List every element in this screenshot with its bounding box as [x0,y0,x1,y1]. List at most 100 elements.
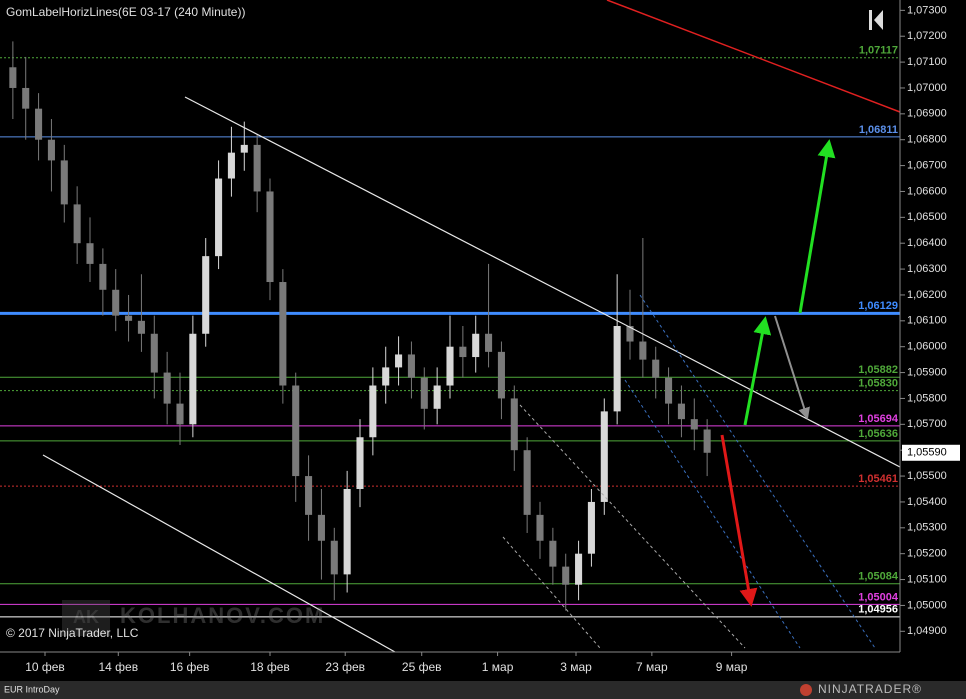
y-tick-label: 1,06200 [907,289,947,301]
level-label: 1,06129 [858,300,898,312]
y-tick-label: 1,06900 [907,108,947,120]
candle-body [227,152,235,179]
last-price-box [902,444,960,461]
y-tick-label: 1,07200 [907,30,947,42]
watermark-logo: AK [73,607,99,627]
candle-body [600,411,608,502]
candles [9,41,711,611]
trend-line [606,0,901,113]
candle-body [305,476,313,515]
level-label: 1,05461 [858,473,898,485]
y-tick-label: 1,07100 [907,56,947,68]
y-tick-label: 1,05700 [907,418,947,430]
y-tick-label: 1,07000 [907,82,947,94]
x-tick-label: 9 мар [716,660,748,674]
x-tick-label: 14 фев [98,660,138,674]
candle-body [240,144,248,153]
candle-body [292,385,300,477]
candle-body [497,351,505,399]
candle-body [60,160,68,205]
scroll-icon [869,10,883,30]
axes: 1,04900 1,05000 1,05100 1,05200 1,05300 1,054… [25,4,960,674]
footer-label: EUR IntroDay [4,684,60,694]
y-tick-label: 1,06700 [907,159,947,171]
candle-body [125,315,133,321]
level-label: 1,05694 [858,413,899,425]
candle-body [677,403,685,420]
candle-body [433,385,441,409]
y-tick-label: 1,05900 [907,366,947,378]
y-tick-label: 1,05500 [907,470,947,482]
x-tick-label: 23 фев [325,660,365,674]
chart-title: GomLabelHorizLines(6E 03-17 (240 Minute)… [6,5,245,19]
status-bar [0,681,966,699]
channel-line [502,536,601,649]
y-tick-label: 1,04900 [907,625,947,637]
x-tick-label: 10 фев [25,660,65,674]
y-tick-label: 1,06100 [907,315,947,327]
arrow [798,139,836,314]
candle-body [703,429,711,453]
arrow [720,434,758,607]
y-tick-label: 1,06400 [907,237,947,249]
candle-body [639,341,647,360]
level-label: 1,05004 [858,591,899,603]
candle-body [279,282,287,386]
level-label: 1,07117 [859,45,898,57]
watermark-logo-box [62,600,110,636]
y-tick-label: 1,05400 [907,496,947,508]
candle-body [459,346,467,358]
y-tick-label: 1,05000 [907,599,947,611]
candle-body [253,144,261,192]
candle-body [266,191,274,283]
x-tick-label: 3 мар [560,660,592,674]
candle-body [395,354,403,368]
y-tick-label: 1,05300 [907,522,947,534]
level-label: 1,05882 [858,364,898,376]
candle-body [575,553,583,585]
x-tick-label: 25 фев [402,660,442,674]
y-tick-label: 1,05100 [907,573,947,585]
x-tick-label: 1 мар [482,660,514,674]
candle-body [562,566,570,585]
trend-line [184,96,901,468]
candle-body [523,450,531,515]
level-label: 1,06811 [859,124,898,136]
channel-line [639,294,876,649]
brand: NINJATRADER® [818,682,922,696]
arrow [774,315,810,420]
level-label: 1,05636 [858,428,898,440]
drawings [42,0,901,653]
candle-body [163,372,171,404]
candle-body [9,67,17,88]
arrow [743,316,772,426]
candle-body [536,514,544,541]
candle-body [510,398,518,451]
y-tick-label: 1,06600 [907,185,947,197]
watermark: AK KOLHANOV.COM [62,600,323,636]
candle-body [112,289,120,316]
candle-body [472,333,480,358]
candle-body [22,87,30,109]
y-tick-label: 1,07300 [907,4,947,16]
candle-body [47,139,55,161]
y-tick-label: 1,05200 [907,548,947,560]
candle-body [626,326,634,342]
candle-body [485,333,493,352]
brand-logo [800,684,812,696]
y-tick-label: 1,06000 [907,341,947,353]
candle-body [549,540,557,567]
candle-body [690,419,698,430]
candle-body [176,403,184,425]
candle-body [150,333,158,373]
candle-body [202,256,210,334]
candle-body [407,354,415,378]
candle-body [343,489,351,575]
x-tick-label: 18 фев [250,660,290,674]
y-tick-label: 1,06500 [907,211,947,223]
x-tick-label: 7 мар [636,660,668,674]
candle-body [137,320,145,334]
candle-body [665,377,673,404]
